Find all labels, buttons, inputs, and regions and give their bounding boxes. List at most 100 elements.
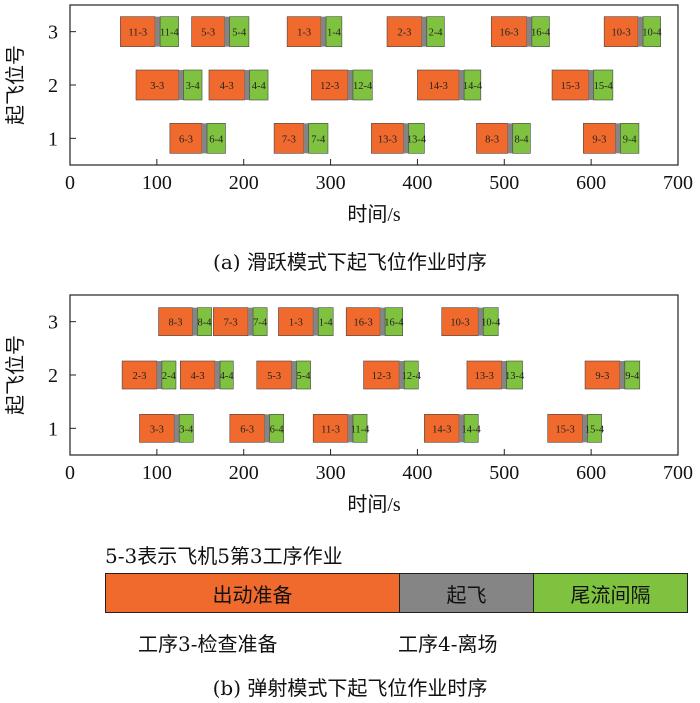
legend-note-step3: 工序3-检查准备 (138, 632, 278, 656)
task-tail-bar (249, 69, 269, 101)
x-tick-label: 400 (402, 462, 432, 484)
task-label-prep: 12-3 (320, 81, 339, 92)
task-tail-bar (593, 69, 614, 101)
task-tail-bar (252, 307, 268, 336)
task-label-tail: 14-4 (463, 81, 483, 92)
task-label-tail: 13-4 (505, 371, 525, 382)
x-axis-label: 时间/s (347, 493, 401, 516)
task-tail-bar (352, 414, 368, 443)
y-tick-label: 1 (48, 128, 58, 150)
task-label-prep: 14-3 (429, 81, 448, 92)
task-tail-bar (587, 414, 602, 443)
task-label-prep: 13-3 (475, 371, 494, 382)
task-takeoff-bar (215, 361, 221, 389)
task-label-prep: 9-3 (595, 371, 609, 382)
task-takeoff-bar (619, 361, 625, 389)
task-label-tail: 3-4 (179, 424, 194, 435)
x-tick-label: 400 (402, 172, 432, 194)
x-tick-label: 100 (142, 462, 172, 484)
task-label-tail: 10-4 (481, 318, 501, 329)
legend-prep-segment: 出动准备 (106, 574, 400, 612)
task-label-prep: 8-3 (485, 134, 499, 145)
task-prep-bar (547, 414, 583, 443)
task-takeoff-bar (582, 414, 588, 443)
task-takeoff-bar (155, 16, 161, 47)
task-prep-bar (551, 69, 589, 101)
task-tail-bar (325, 16, 343, 47)
task-label-tail: 1-4 (327, 28, 342, 39)
task-label-tail: 3-4 (186, 81, 201, 92)
x-tick-label: 0 (65, 462, 75, 484)
task-prep-bar (345, 307, 381, 336)
task-label-prep: 15-3 (555, 424, 574, 435)
task-label-tail: 6-4 (209, 134, 224, 145)
task-takeoff-bar (192, 307, 198, 336)
task-tail-bar (161, 360, 177, 390)
task-tail-bar (384, 307, 403, 336)
x-tick-label: 100 (142, 172, 172, 194)
task-label-tail: 4-4 (252, 81, 267, 92)
task-label-tail: 15-4 (585, 424, 605, 435)
task-takeoff-bar (588, 70, 594, 100)
task-prep-bar (120, 16, 156, 47)
task-prep-bar (466, 360, 502, 390)
task-label-prep: 6-3 (240, 424, 254, 435)
task-takeoff-bar (638, 16, 644, 47)
legend-bar: 出动准备 起飞 尾流间隔 (105, 573, 688, 613)
task-takeoff-bar (264, 414, 270, 443)
task-takeoff-bar (478, 307, 484, 336)
task-label-prep: 11-3 (321, 424, 340, 435)
task-takeoff-bar (248, 307, 254, 336)
task-label-tail: 7-4 (253, 318, 268, 329)
task-label-prep: 16-3 (499, 28, 518, 39)
task-label-prep: 5-3 (267, 371, 281, 382)
task-tail-bar (463, 69, 482, 101)
task-label-prep: 5-3 (201, 28, 215, 39)
x-tick-label: 300 (316, 172, 346, 194)
task-label-prep: 15-3 (561, 81, 580, 92)
task-takeoff-bar (615, 123, 621, 154)
task-takeoff-bar (244, 70, 250, 100)
task-tail-bar (308, 123, 329, 154)
legend-tail-segment: 尾流间隔 (534, 574, 687, 612)
task-takeoff-bar (291, 361, 297, 389)
task-takeoff-bar (459, 414, 465, 443)
y-tick-label: 1 (48, 418, 58, 440)
task-tail-bar (178, 414, 194, 443)
task-prep-bar (371, 123, 404, 154)
task-prep-bar (286, 16, 322, 47)
task-tail-bar (408, 123, 425, 154)
task-prep-bar (417, 69, 460, 101)
x-tick-label: 500 (489, 172, 519, 194)
y-axis-label: 起飞位号 (4, 45, 27, 125)
task-takeoff-bar (178, 70, 184, 100)
task-label-tail: 6-4 (270, 424, 285, 435)
legend-note-step4: 工序4-离场 (398, 632, 498, 656)
task-tail-bar (219, 360, 234, 390)
task-prep-bar (135, 69, 179, 101)
task-label-tail: 5-4 (297, 371, 312, 382)
task-label-prep: 14-3 (432, 424, 451, 435)
task-takeoff-bar (156, 361, 162, 389)
task-takeoff-bar (321, 16, 327, 47)
chart-a: 0 100 200 300 400 500 600 700 1 2 3 时间/s 起飞位号 11-3 11-… (4, 4, 693, 226)
task-label-tail: 12-4 (402, 371, 422, 382)
task-takeoff-bar (347, 70, 353, 100)
task-tail-bar (512, 123, 531, 154)
task-prep-bar (583, 123, 616, 154)
task-label-tail: 11-4 (351, 424, 371, 435)
task-tail-bar (403, 360, 419, 390)
chart-b: 0 100 200 300 400 500 600 700 1 2 3 时间/s 起飞位号 8-3 8-4 7… (4, 294, 693, 516)
task-tail-bar (269, 414, 284, 443)
task-label-tail: 13-4 (407, 134, 427, 145)
x-tick-label: 200 (229, 462, 259, 484)
task-label-prep: 4-3 (220, 81, 234, 92)
y-axis-label: 起飞位号 (4, 335, 27, 415)
task-label-tail: 2-4 (429, 28, 444, 39)
task-label-prep: 3-3 (150, 424, 164, 435)
task-takeoff-bar (313, 307, 319, 336)
task-takeoff-bar (507, 123, 513, 154)
task-label-prep: 11-3 (128, 28, 147, 39)
task-label-tail: 12-4 (353, 81, 373, 92)
